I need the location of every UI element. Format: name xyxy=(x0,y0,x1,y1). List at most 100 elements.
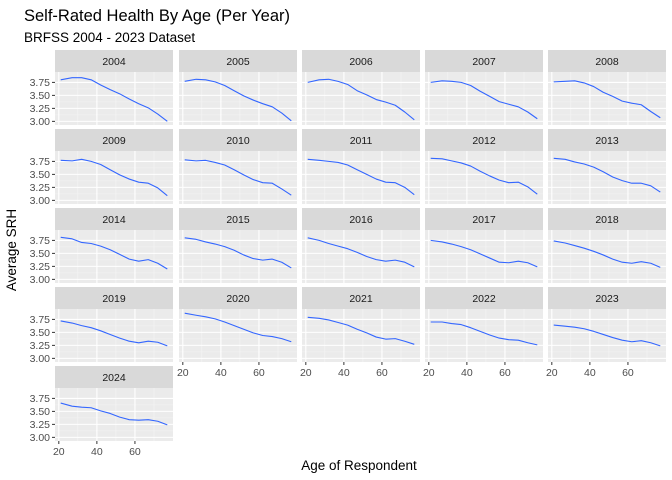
series-line xyxy=(430,157,538,195)
panel-background xyxy=(55,151,173,204)
series-line xyxy=(184,237,292,269)
facet-panel: 2013 xyxy=(548,129,666,204)
facet-panel: 2018 xyxy=(548,208,666,283)
y-tick-label: 3.00 xyxy=(30,274,51,286)
panel-background xyxy=(302,230,420,283)
y-tick-label: 3.25 xyxy=(30,103,51,115)
y-tick-label: 3.25 xyxy=(30,419,51,431)
x-tick-label: 40 xyxy=(461,367,473,379)
facet-strip-label: 2010 xyxy=(226,135,250,147)
facet-strip xyxy=(548,287,666,309)
facet-panel: 2019 3.003.253.503.75 xyxy=(30,287,173,365)
facet-strip xyxy=(425,208,543,230)
panel-background xyxy=(425,230,543,283)
panel-background xyxy=(302,72,420,125)
y-tick-label: 3.75 xyxy=(30,314,51,326)
y-tick-label: 3.00 xyxy=(30,195,51,207)
facet-panel: 2017 xyxy=(425,208,543,283)
facet-strip xyxy=(55,50,173,72)
panel-background xyxy=(179,72,297,125)
facet-strip xyxy=(179,50,297,72)
series-line xyxy=(184,78,292,122)
series-line xyxy=(553,324,661,347)
facet-panel: 2015 xyxy=(179,208,297,283)
facet-strip-label: 2012 xyxy=(472,135,496,147)
chart-title: Self-Rated Health By Age (Per Year) xyxy=(24,7,290,25)
facet-strip-label: 2007 xyxy=(472,56,496,68)
series-line xyxy=(430,239,538,268)
series-line xyxy=(430,80,538,120)
facet-strip-label: 2013 xyxy=(595,135,619,147)
series-line xyxy=(553,157,661,193)
series-line xyxy=(307,158,415,196)
y-tick-label: 3.50 xyxy=(30,406,51,418)
facet-strip xyxy=(179,208,297,230)
facet-strip-label: 2020 xyxy=(226,293,250,305)
x-tick-label: 40 xyxy=(91,446,103,458)
facet-strip xyxy=(55,208,173,230)
facet-panel: 2010 xyxy=(179,129,297,204)
facet-panel: 2007 xyxy=(425,50,543,125)
x-tick-label: 40 xyxy=(215,367,227,379)
y-tick-label: 3.50 xyxy=(30,248,51,260)
facet-strip xyxy=(55,366,173,388)
facet-strip xyxy=(302,287,420,309)
x-tick-label: 20 xyxy=(546,367,558,379)
facet-strip xyxy=(548,129,666,151)
panel-background xyxy=(179,309,297,362)
series-line xyxy=(430,321,538,346)
panel-background xyxy=(55,72,173,125)
y-tick-label: 3.00 xyxy=(30,432,51,444)
y-axis-title: Average SRH xyxy=(4,209,19,291)
facet-strip-label: 2019 xyxy=(102,293,126,305)
facet-panel: 2008 xyxy=(548,50,666,125)
facet-strip-label: 2005 xyxy=(226,56,250,68)
facet-strip-label: 2022 xyxy=(472,293,496,305)
facet-strip xyxy=(302,129,420,151)
series-line xyxy=(307,316,415,345)
facet-strip xyxy=(55,129,173,151)
chart-subtitle: BRFSS 2004 - 2023 Dataset xyxy=(24,30,195,45)
x-tick-label: 60 xyxy=(129,446,141,458)
x-axis-title: Age of Respondent xyxy=(301,458,417,473)
facet-strip-label: 2006 xyxy=(349,56,373,68)
panel-background xyxy=(55,230,173,283)
facet-strip-label: 2023 xyxy=(595,293,619,305)
facet-strip xyxy=(548,50,666,72)
series-line xyxy=(184,312,292,343)
panel-background xyxy=(302,309,420,362)
x-tick-label: 40 xyxy=(338,367,350,379)
facet-strip-label: 2021 xyxy=(349,293,373,305)
panel-background xyxy=(425,72,543,125)
y-tick-label: 3.00 xyxy=(30,116,51,128)
facet-panel: 2016 xyxy=(302,208,420,283)
facet-strip-label: 2008 xyxy=(595,56,619,68)
facet-strip-label: 2004 xyxy=(102,56,126,68)
y-tick-label: 3.50 xyxy=(30,327,51,339)
x-tick-label: 40 xyxy=(584,367,596,379)
facet-strip xyxy=(425,50,543,72)
facet-panel: 2006 xyxy=(302,50,420,125)
facet-strip xyxy=(548,208,666,230)
facet-panel: 2005 xyxy=(179,50,297,125)
series-line xyxy=(60,158,168,197)
panel-background xyxy=(548,72,666,125)
series-line xyxy=(60,236,168,270)
x-tick-label: 60 xyxy=(376,367,388,379)
series-line xyxy=(60,320,168,347)
x-tick-label: 60 xyxy=(622,367,634,379)
facet-panel: 2009 3.003.253.503.75 xyxy=(30,129,173,207)
y-tick-label: 3.75 xyxy=(30,393,51,405)
panel-background xyxy=(179,230,297,283)
panel-background xyxy=(425,309,543,362)
series-line xyxy=(307,237,415,268)
series-line xyxy=(553,80,661,119)
y-tick-label: 3.50 xyxy=(30,169,51,181)
series-line xyxy=(307,78,415,121)
y-tick-label: 3.75 xyxy=(30,156,51,168)
facet-strip xyxy=(179,129,297,151)
facet-panel: 2021 20 40 60 xyxy=(300,287,420,379)
panel-background xyxy=(179,151,297,204)
